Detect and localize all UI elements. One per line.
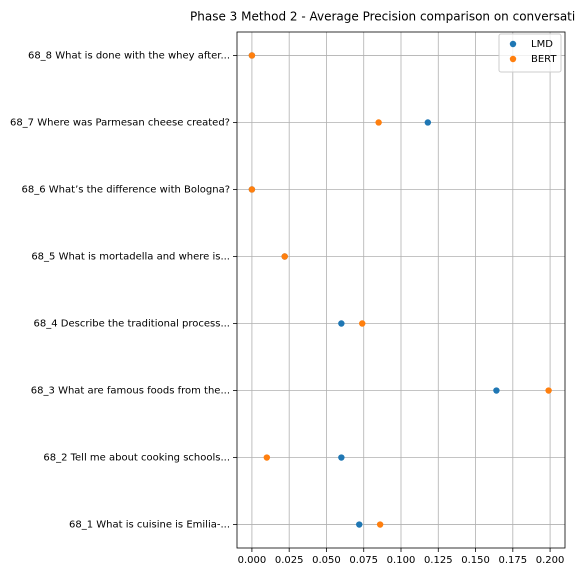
x-tick-label: 0.100 <box>387 555 416 566</box>
y-tick-label: 68_2 Tell me about cooking schools... <box>43 453 230 464</box>
point <box>281 253 288 260</box>
x-tick-label: 0.025 <box>275 555 304 566</box>
legend: LMD BERT <box>498 33 562 73</box>
y-tick-label: 68_1 What is cuisine is Emilia-... <box>69 520 230 531</box>
y-tick-label: 68_7 Where was Parmesan cheese created? <box>10 117 230 128</box>
point <box>424 119 432 126</box>
legend-label: LMD <box>531 39 553 50</box>
point <box>338 320 345 327</box>
point <box>263 454 271 461</box>
x-tick-label: 0.075 <box>349 555 378 566</box>
y-tick-label: 68_3 What are famous foods from the... <box>31 386 230 397</box>
y-tick-label: 68_8 What is done with the whey after... <box>28 50 230 61</box>
point <box>248 186 256 193</box>
y-tick-label: 68_4 Describe the traditional process... <box>34 319 230 330</box>
point <box>338 454 345 461</box>
point <box>376 521 384 528</box>
y-tick-label: 68_5 What is mortadella and where is... <box>31 251 230 262</box>
point <box>375 119 382 126</box>
x-tick-label: 0.125 <box>424 555 453 566</box>
legend-label: BERT <box>531 54 557 65</box>
y-tick-label: 68_6 What’s the difference with Bologna? <box>22 184 230 195</box>
point <box>359 320 366 327</box>
point <box>356 521 363 528</box>
point <box>248 52 256 59</box>
x-tick-label: 0.175 <box>498 555 527 566</box>
x-tick-label: 0.150 <box>461 555 490 566</box>
x-tick-label: 0.000 <box>238 555 267 566</box>
point <box>545 387 552 394</box>
x-tick-label: 0.200 <box>536 555 565 566</box>
x-tick-label: 0.050 <box>312 555 341 566</box>
point <box>493 387 500 394</box>
legend-marker <box>509 40 517 48</box>
chart-title: Phase 3 Method 2 - Average Precision com… <box>190 10 575 24</box>
legend-marker <box>509 55 517 63</box>
plot-frame <box>236 31 566 549</box>
